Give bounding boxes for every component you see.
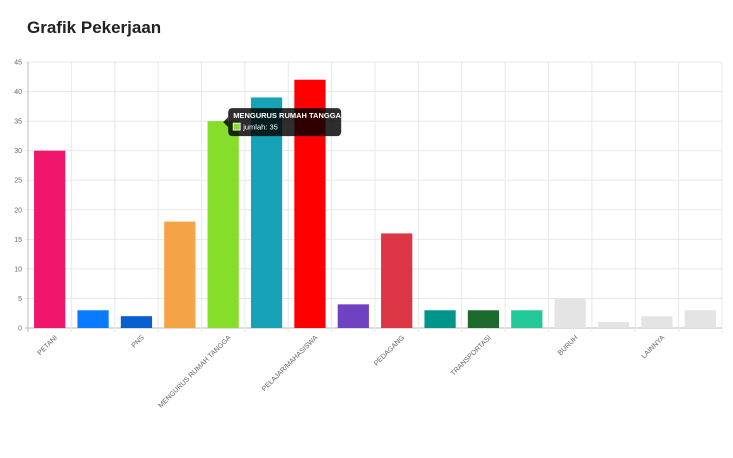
bar: [554, 298, 586, 328]
chart-title: Grafik Pekerjaan: [27, 18, 161, 37]
y-tick-label: 35: [14, 119, 22, 126]
bar: [684, 310, 716, 328]
tooltip-value: 35: [269, 123, 277, 132]
tooltip-body: jumlah: 35: [242, 123, 278, 132]
bar: [34, 150, 66, 328]
y-tick-label: 40: [14, 89, 22, 96]
bar: [120, 316, 153, 328]
bar: [511, 310, 543, 328]
tooltip-title: MENGURUS RUMAH TANGGA: [233, 111, 341, 120]
x-tick-label: LAINNYA: [641, 334, 667, 360]
y-tick-label: 25: [14, 178, 22, 185]
bar: [164, 221, 196, 328]
bar: [337, 304, 369, 328]
bar: [641, 316, 673, 328]
tooltip-series-name: jumlah: [242, 123, 265, 132]
tooltip-box: [228, 108, 342, 137]
x-tick-label: PEDAGANG: [373, 334, 406, 367]
tooltip-caret: [223, 117, 229, 128]
y-tick-label: 15: [14, 237, 22, 244]
tooltip: MENGURUS RUMAH TANGGA jumlah: 35: [223, 108, 342, 137]
bar: [381, 233, 413, 328]
y-tick-label: 10: [14, 266, 22, 273]
bar: [77, 310, 109, 328]
bar: [424, 310, 456, 328]
x-tick-label: BURUH: [557, 334, 580, 357]
y-tick-label: 5: [18, 296, 22, 303]
bar: [207, 121, 239, 328]
x-tick-label: PNS: [131, 334, 146, 349]
bar: [597, 322, 630, 328]
y-tick-label: 45: [14, 60, 22, 67]
x-tick-label: MENGURUS RUMAH TANGGA: [157, 334, 232, 409]
x-tick-label: PELAJAR/MAHASISWA: [261, 334, 320, 393]
y-tick-label: 30: [14, 148, 22, 155]
y-tick-label: 0: [18, 326, 22, 333]
x-tick-label: PETANI: [37, 334, 59, 356]
tooltip-sep: :: [265, 123, 269, 132]
tooltip-swatch: [232, 122, 241, 131]
x-tick-label: TRANSPORTASI: [450, 334, 493, 377]
bar: [467, 310, 500, 328]
y-tick-label: 20: [14, 207, 22, 214]
